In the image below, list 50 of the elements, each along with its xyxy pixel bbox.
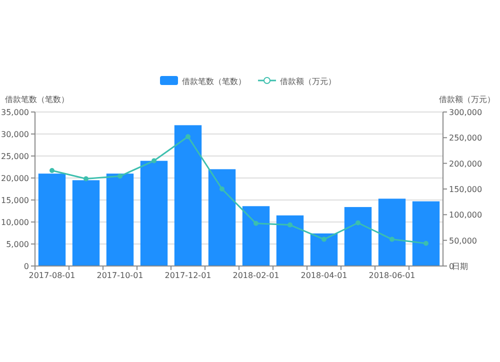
point: [84, 176, 88, 182]
point: [118, 174, 122, 179]
point: [186, 134, 190, 140]
x-tick-label: 2017-12-01: [164, 271, 212, 280]
x-tick-label: 2018-06-01: [368, 271, 416, 280]
y-tick-label: 5,000: [6, 240, 29, 249]
y2-tick-label: 100,000: [449, 210, 482, 220]
bar: [378, 198, 406, 266]
bar: [106, 174, 134, 266]
y2-tick-label: 50,000: [449, 236, 477, 246]
y-tick-label: 20,000: [1, 174, 29, 183]
bar: [242, 206, 270, 266]
legend-label: 借款笔数（笔数）: [182, 77, 246, 86]
x-tick-label: 2017-08-01: [28, 271, 76, 280]
y-tick-label: 25,000: [1, 152, 29, 161]
y-tick-label: 0: [24, 262, 29, 271]
point: [254, 220, 258, 226]
point: [424, 240, 428, 246]
bar: [174, 125, 202, 266]
point: [356, 220, 360, 226]
bar: [208, 169, 236, 266]
y-tick-label: 10,000: [1, 218, 29, 227]
y2-tick-label: 150,000: [449, 185, 482, 194]
y-tick-label: 30,000: [1, 130, 29, 139]
bar: [412, 201, 440, 266]
x-tick-label: 2018-02-01: [232, 271, 280, 280]
y2-axis-title: 借款额（万元）: [439, 95, 495, 104]
x-tick-label: 2017-10-01: [96, 271, 144, 280]
point: [50, 168, 54, 174]
point: [288, 222, 292, 228]
bar: [72, 180, 100, 266]
y-tick-label: 15,000: [1, 196, 29, 205]
y-axis-title: 借款笔数（笔数）: [5, 95, 69, 104]
bar: [38, 174, 66, 266]
bar: [344, 207, 372, 266]
legend-label: 借款额（万元）: [280, 77, 336, 86]
y2-tick-label: 0: [449, 262, 454, 271]
y-tick-label: 35,000: [1, 108, 29, 117]
point: [220, 186, 224, 192]
x-tick-label: 2018-04-01: [300, 271, 348, 280]
point: [322, 236, 326, 242]
point: [152, 158, 156, 164]
bar: [276, 215, 304, 266]
y2-tick-label: 300,000: [449, 108, 482, 117]
x-axis-title: 日期: [452, 262, 468, 271]
point: [390, 236, 394, 242]
bar: [310, 233, 338, 266]
y2-tick-label: 250,000: [449, 134, 482, 143]
y2-tick-label: 200,000: [449, 159, 482, 168]
bar: [140, 160, 168, 266]
